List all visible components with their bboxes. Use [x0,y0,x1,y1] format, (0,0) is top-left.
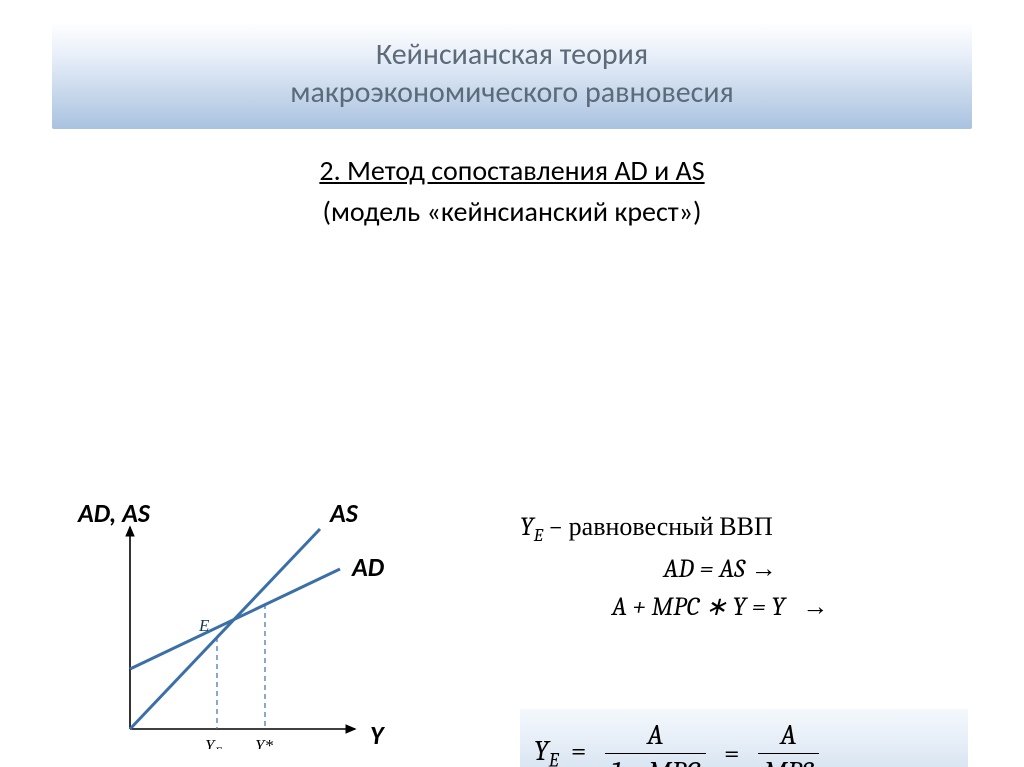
final-frac1: A 1 − MPC [605,719,706,767]
final-frac2-num: A [758,719,819,754]
subtitle-line1: 2. Метод сопоставления AD и AS [0,153,1024,188]
equations-block: YE − равновесный ВВП AD = AS → A + MPC ∗… [520,504,1000,630]
eq-ye-var: Y [520,512,534,542]
keynesian-cross-chart: EYEY* [100,519,360,749]
eq-line2-arrow: → [751,554,777,583]
subtitle-line2: (модель «кейнсианский крест») [0,194,1024,229]
final-formula: YE = A 1 − MPC = A MPS [520,709,968,767]
eq-ye-sub: E [534,525,543,546]
slide-header: Кейнсианская теория макроэкономического … [52,22,972,129]
eq-line2-text: AD = AS [663,554,745,584]
content-area: AD, AS AS AD Y EYEY* YE − равновесный ВВ… [0,229,1024,709]
eq-ad-as: AD = AS → [520,554,1000,584]
final-frac2: A MPS [758,719,819,767]
final-lhs-var: Y [534,735,549,767]
eq-ye-rhs: − равновесный ВВП [543,512,773,542]
final-frac2-den: MPS [758,754,819,767]
header-title-line2: макроэкономического равновесия [52,74,972,112]
eq-a-mpc: A + MPC ∗ Y = Y → [520,592,1000,622]
final-frac1-num: A [605,719,706,754]
subtitle: 2. Метод сопоставления AD и AS (модель «… [0,153,1024,229]
x-axis-label: Y [370,719,384,751]
svg-text:Y*: Y* [255,736,273,749]
eq-ye-definition: YE − равновесный ВВП [520,512,1000,546]
svg-text:E: E [198,616,210,635]
eq-line3-text: A + MPC ∗ Y = Y [612,592,785,622]
final-frac1-den: 1 − MPC [605,754,706,767]
final-lhs-sub: E [549,749,559,767]
header-title-line1: Кейнсианская теория [52,36,972,74]
eq-line3-arrow: → [802,592,828,621]
svg-text:E: E [214,744,223,749]
